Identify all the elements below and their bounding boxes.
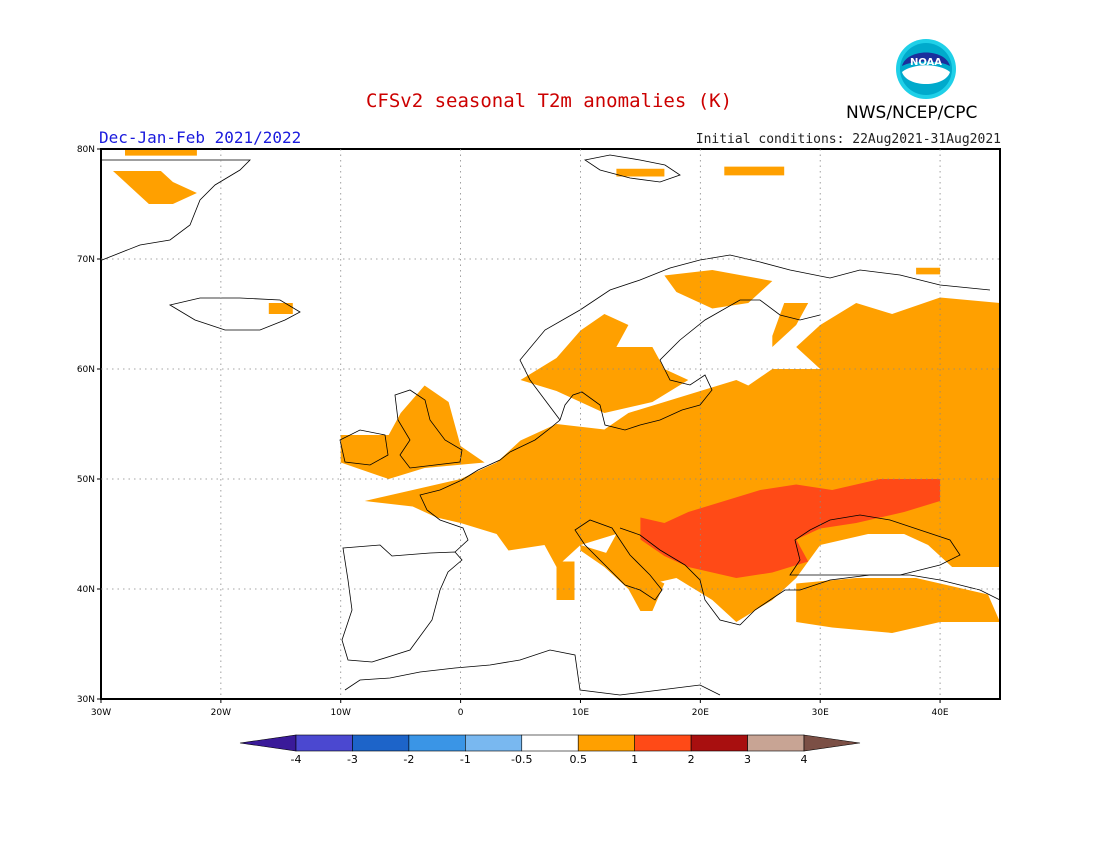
lon-tick-label: 30E	[812, 708, 829, 718]
season-label: Dec-Jan-Feb 2021/2022	[99, 128, 302, 147]
colorbar-segment	[295, 734, 353, 752]
colorbar-segment	[352, 734, 410, 752]
colorbar-tick-label: -0.5	[511, 753, 532, 766]
colorbar-segment	[521, 734, 579, 752]
anomaly-region	[520, 314, 689, 413]
anomaly-region	[340, 385, 485, 479]
coastlines	[101, 154, 1001, 696]
anomaly-region	[113, 171, 197, 204]
graticule	[101, 149, 1000, 699]
coast-uk	[394, 389, 463, 469]
coast-svalbard	[583, 154, 681, 183]
colorbar-tick-label: -4	[291, 753, 302, 766]
colorbar-tick-label: 1	[631, 753, 638, 766]
map-frame	[100, 148, 1001, 700]
coast-black-sea	[789, 514, 961, 576]
coast-ireland	[339, 429, 389, 466]
anomaly-region	[616, 168, 665, 177]
coast-iceland	[168, 297, 301, 331]
colorbar-segment	[690, 734, 748, 752]
lat-tick-label: 80N	[77, 145, 95, 155]
logo-text: NOAA	[910, 57, 942, 68]
anomaly-region	[125, 149, 197, 156]
coast-greece-turkey	[739, 574, 1001, 626]
colorbar-tick-label: 3	[744, 753, 751, 766]
colorbar-tick-label: 4	[801, 753, 808, 766]
lat-tick-label: 70N	[77, 255, 95, 265]
anomaly-region	[724, 166, 785, 176]
lon-tick-label: 10E	[572, 708, 589, 718]
coast-france	[419, 451, 511, 553]
lat-tick-label: 50N	[77, 475, 95, 485]
colorbar-segment	[577, 734, 635, 752]
lon-tick-label: 10W	[331, 708, 351, 718]
anomaly-region	[268, 303, 293, 314]
colorbar-high-extend	[803, 734, 861, 752]
anomaly-region	[664, 270, 773, 309]
anomaly-region	[556, 561, 575, 600]
colorbar-tick-label: -3	[347, 753, 358, 766]
lon-tick-label: 20W	[211, 708, 231, 718]
axis-ticks: 30W 20W 10W 0 10E 20E 30E 40E 30N 40N 50N 60N 70N 80N	[77, 145, 949, 718]
agency-label: NWS/NCEP/CPC	[846, 103, 978, 123]
coast-greenland	[101, 159, 251, 261]
initial-conditions: Initial conditions: 22Aug2021-31Aug2021	[695, 132, 1001, 147]
lat-tick-label: 60N	[77, 365, 95, 375]
coast-north-africa	[344, 649, 721, 696]
coast-north-sea	[509, 391, 641, 453]
colorbar-tick-label: 2	[688, 753, 695, 766]
coast-scandinavia-west	[519, 254, 991, 421]
coast-adriatic	[619, 527, 741, 626]
coast-iberia	[341, 544, 463, 663]
lon-tick-label: 0	[458, 708, 464, 718]
lat-tick-label: 40N	[77, 585, 95, 595]
lat-tick-label: 30N	[77, 695, 95, 705]
colorbar-low-extend	[239, 734, 297, 752]
coast-italy	[574, 519, 663, 601]
colorbar-tick-label: -1	[460, 753, 471, 766]
colorbar-tick-label: 0.5	[569, 753, 587, 766]
coast-baltic	[639, 299, 821, 426]
anomaly-region	[916, 267, 941, 275]
colorbar-segment	[465, 734, 523, 752]
lon-tick-label: 30W	[91, 708, 111, 718]
colorbar-segment	[408, 734, 466, 752]
lon-tick-label: 40E	[931, 708, 948, 718]
anomaly-region	[772, 303, 809, 347]
anomaly-region	[796, 578, 1000, 633]
colorbar-segment	[634, 734, 692, 752]
lon-tick-label: 20E	[692, 708, 709, 718]
noaa-logo-icon: NOAA	[896, 39, 956, 99]
colorbar-tick-label: -2	[403, 753, 414, 766]
colorbar: -4 -3 -2 -1 -0.5 0.5 1 2 3 4	[239, 734, 861, 766]
anomaly-regions	[113, 149, 1000, 633]
colorbar-segment	[747, 734, 805, 752]
anomaly-region	[364, 297, 1000, 622]
anomaly-region	[640, 479, 941, 578]
map-title: CFSv2 seasonal T2m anomalies (K)	[365, 90, 733, 112]
